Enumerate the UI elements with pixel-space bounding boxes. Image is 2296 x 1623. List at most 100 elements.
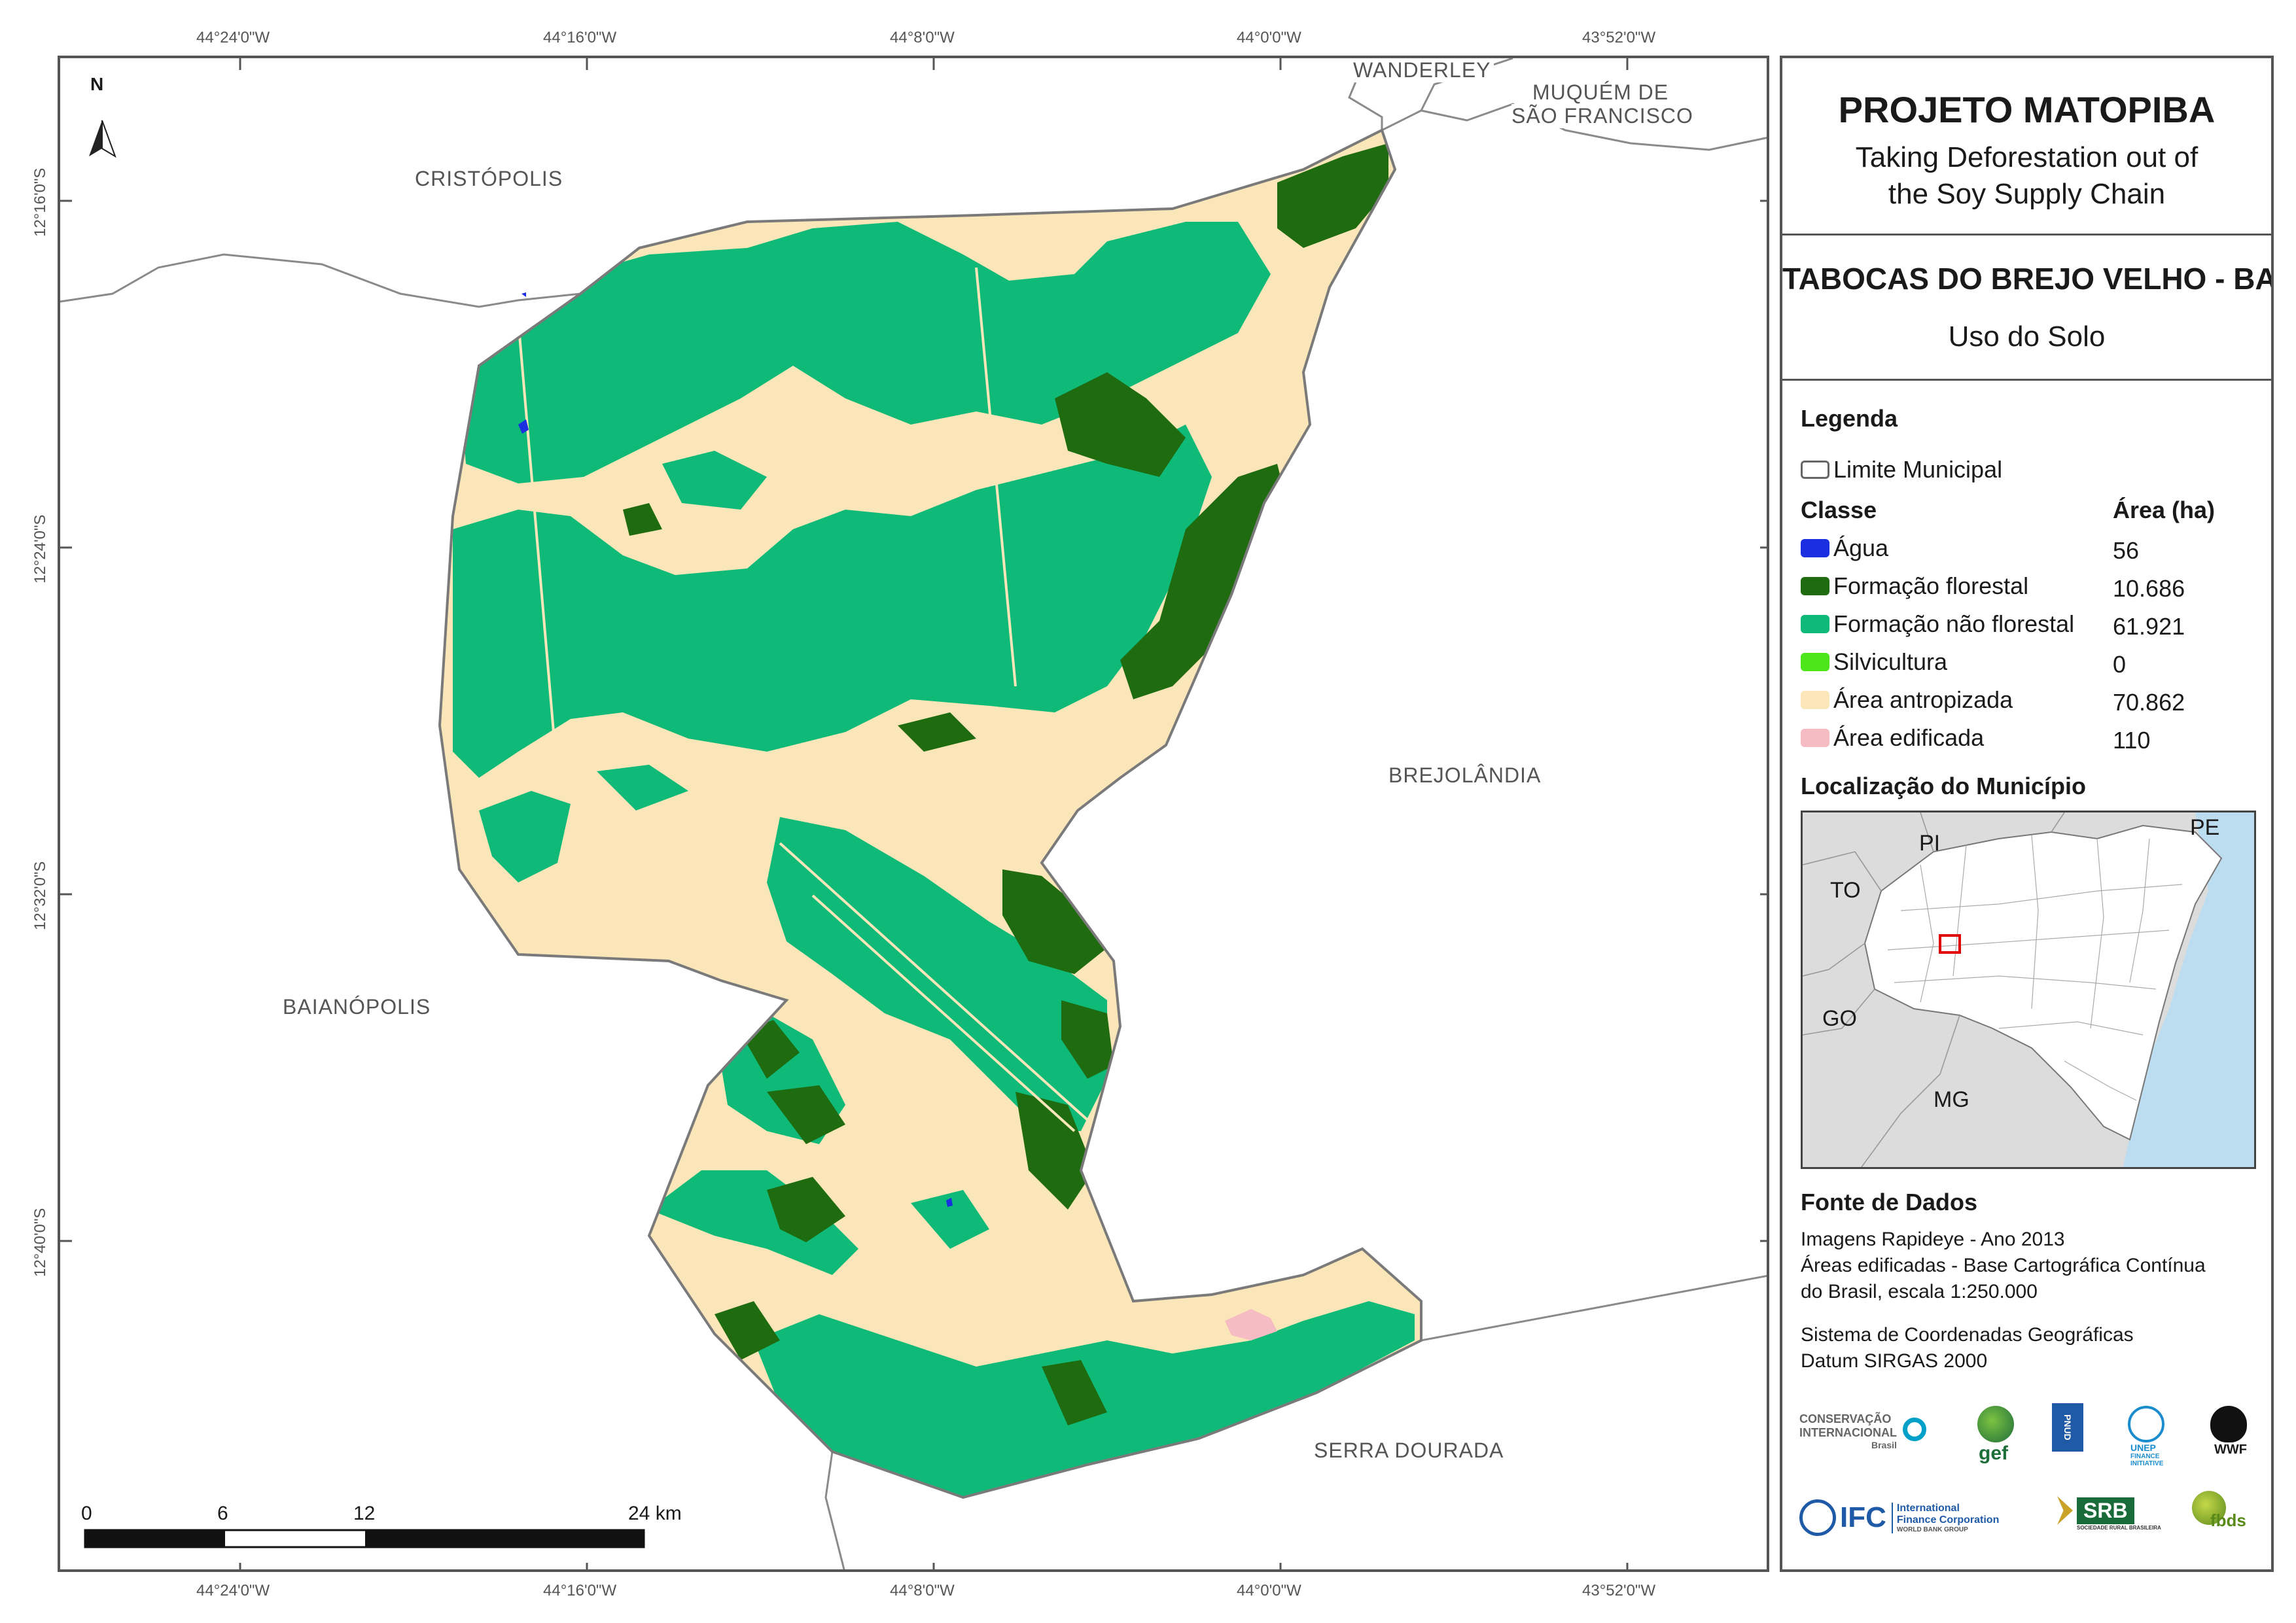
area-header: Área (ha) — [2113, 497, 2216, 523]
legend-row-silvicultura: Silvicultura — [1801, 647, 1947, 677]
unep-fi-logo: UNEP FINANCE INITIATIVE — [2124, 1406, 2183, 1478]
source-line-2: Áreas edificadas - Base Cartográfica Con… — [1801, 1255, 2206, 1276]
graticule-ticks — [60, 58, 1767, 1569]
logo-text: FINANCE — [2130, 1453, 2160, 1460]
swatch-area-edificada — [1801, 729, 1829, 747]
logo-text: SOCIEDADE RURAL BRASILEIRA — [2077, 1525, 2161, 1531]
legend-row-area-edificada: Área edificada — [1801, 723, 1984, 753]
gef-logo: gef — [1972, 1406, 2024, 1471]
ifc-globe-icon — [1799, 1499, 1836, 1536]
label-serra-dourada: SERRA DOURADA — [1314, 1439, 1504, 1462]
area-value: 0 — [2113, 651, 2127, 678]
gef-globe-icon — [1977, 1406, 2014, 1442]
logo-text: Brasil — [1871, 1440, 1897, 1450]
crs-line-2: Datum SIRGAS 2000 — [1801, 1350, 1988, 1372]
pnud-logo: PNUD — [2052, 1403, 2100, 1471]
coord-top-4: 44°0'0"W — [1237, 29, 1301, 46]
coord-bottom-2: 44°16'0"W — [543, 1582, 617, 1599]
clearing-lines — [517, 267, 1108, 1139]
panda-icon — [2210, 1406, 2247, 1442]
legend-title: Legenda — [1801, 405, 1898, 432]
legend-row-area-antropizada: Área antropizada — [1801, 685, 2013, 715]
swatch-silvicultura — [1801, 653, 1829, 671]
legend-label: Área edificada — [1833, 724, 1985, 751]
legend-row-formacao-nao-florestal: Formação não florestal — [1801, 609, 2074, 639]
forest-formation — [623, 143, 1388, 1425]
logo-text: IFC — [1840, 1501, 1886, 1533]
divider — [1782, 234, 2271, 236]
coord-left-4: 12°40'0"S — [31, 1208, 49, 1277]
swatch-agua — [1801, 539, 1829, 557]
label-muquem-2: SÃO FRANCISCO — [1511, 104, 1693, 128]
coord-bottom-1: 44°24'0"W — [196, 1582, 270, 1599]
limit-label: Limite Municipal — [1833, 456, 2003, 483]
municipality-highlight — [1939, 934, 1961, 954]
logo-text: fbds — [2210, 1510, 2246, 1530]
legend-limit: Limite Municipal — [1801, 455, 2002, 485]
coord-top-1: 44°24'0"W — [196, 29, 270, 46]
municipality-title: TABOCAS DO BREJO VELHO - BA — [1782, 262, 2271, 296]
map-theme: Uso do Solo — [1948, 321, 2106, 353]
area-value: 70.862 — [2113, 689, 2185, 716]
wwf-logo: WWF — [2210, 1406, 2256, 1471]
legend-row-agua: Água — [1801, 533, 1888, 563]
built-area — [1225, 1309, 1277, 1340]
coord-bottom-4: 44°0'0"W — [1237, 1582, 1301, 1599]
logo-text: WWF — [2214, 1442, 2247, 1457]
unep-globe-icon — [2128, 1406, 2164, 1442]
limit-swatch — [1801, 461, 1829, 479]
scale-label-24: 24 km — [628, 1503, 682, 1524]
logo-text: CONSERVAÇÃO — [1799, 1412, 1892, 1425]
crs-line-1: Sistema de Coordenadas Geográficas — [1801, 1324, 2134, 1346]
project-subtitle-1: Taking Deforestation out of — [1855, 141, 2199, 173]
locator-map-svg — [1803, 812, 2254, 1167]
water-bodies — [518, 292, 953, 1207]
logo-text: gef — [1979, 1442, 2008, 1464]
swatch-formacao-nao-florestal — [1801, 615, 1829, 633]
scale-bar — [84, 1529, 645, 1548]
coord-top-2: 44°16'0"W — [543, 29, 617, 46]
municipal-mesh — [1887, 835, 2183, 1101]
coord-left-1: 12°16'0"S — [31, 167, 49, 237]
source-line-3: do Brasil, escala 1:250.000 — [1801, 1281, 2038, 1302]
legend-label: Área antropizada — [1833, 686, 2013, 713]
location-title: Localização do Município — [1801, 773, 2087, 799]
municipal-limit — [438, 128, 1422, 1499]
srb-row: SRB — [2057, 1496, 2168, 1525]
state-label-pi: PI — [1919, 831, 1941, 856]
conservacao-internacional-logo: CONSERVAÇÃO INTERNACIONAL Brasil — [1799, 1412, 1930, 1471]
map-frame[interactable]: N WANDERLEY MUQUÉM DE SÃO FRANCISCO CRIS… — [58, 56, 1769, 1572]
logo-text: INTERNACIONAL — [1799, 1426, 1897, 1439]
scale-label-12: 12 — [353, 1503, 376, 1524]
logo-text: PNUD — [2052, 1403, 2083, 1452]
logo-text: UNEP — [2130, 1442, 2156, 1453]
state-label-mg: MG — [1934, 1087, 1969, 1112]
coord-top-3: 44°8'0"W — [890, 29, 955, 46]
project-title: PROJETO MATOPIBA — [1838, 89, 2216, 130]
srb-logo: SRB SOCIEDADE RURAL BRASILEIRA — [2057, 1496, 2168, 1542]
legend-label: Formação florestal — [1833, 572, 2029, 599]
side-panel: PROJETO MATOPIBA Taking Deforestation ou… — [1780, 56, 2274, 1572]
logo-text: Finance Corporation — [1896, 1514, 2000, 1526]
north-arrow-icon — [89, 120, 116, 158]
label-wanderley: WANDERLEY — [1351, 58, 1494, 82]
srb-wheat-icon — [2057, 1496, 2073, 1525]
divider — [1782, 379, 2271, 381]
project-subtitle-2: the Soy Supply Chain — [1888, 178, 2166, 210]
label-baianopolis: BAIANÓPOLIS — [283, 995, 431, 1019]
coord-left-3: 12°32'0"S — [31, 861, 49, 930]
bahia-state — [1863, 824, 2223, 1141]
ifc-logo: IFC International Finance Corporation WO… — [1799, 1495, 2022, 1541]
ifc-text-block: International Finance Corporation WORLD … — [1891, 1502, 2000, 1533]
state-borders — [1803, 812, 2065, 1167]
coord-top-5: 43°52'0"W — [1582, 29, 1656, 46]
legend-row-formacao-florestal: Formação florestal — [1801, 571, 2028, 601]
scale-label-6: 6 — [217, 1503, 228, 1524]
legend-label: Água — [1833, 534, 1889, 561]
north-label: N — [90, 74, 104, 94]
label-brejolandia: BREJOLÂNDIA — [1388, 763, 1542, 787]
ci-circle-icon — [1903, 1418, 1926, 1441]
legend-label: Silvicultura — [1833, 648, 1948, 675]
label-muquem-1: MUQUÉM DE — [1532, 80, 1669, 105]
area-value: 10.686 — [2113, 575, 2185, 602]
